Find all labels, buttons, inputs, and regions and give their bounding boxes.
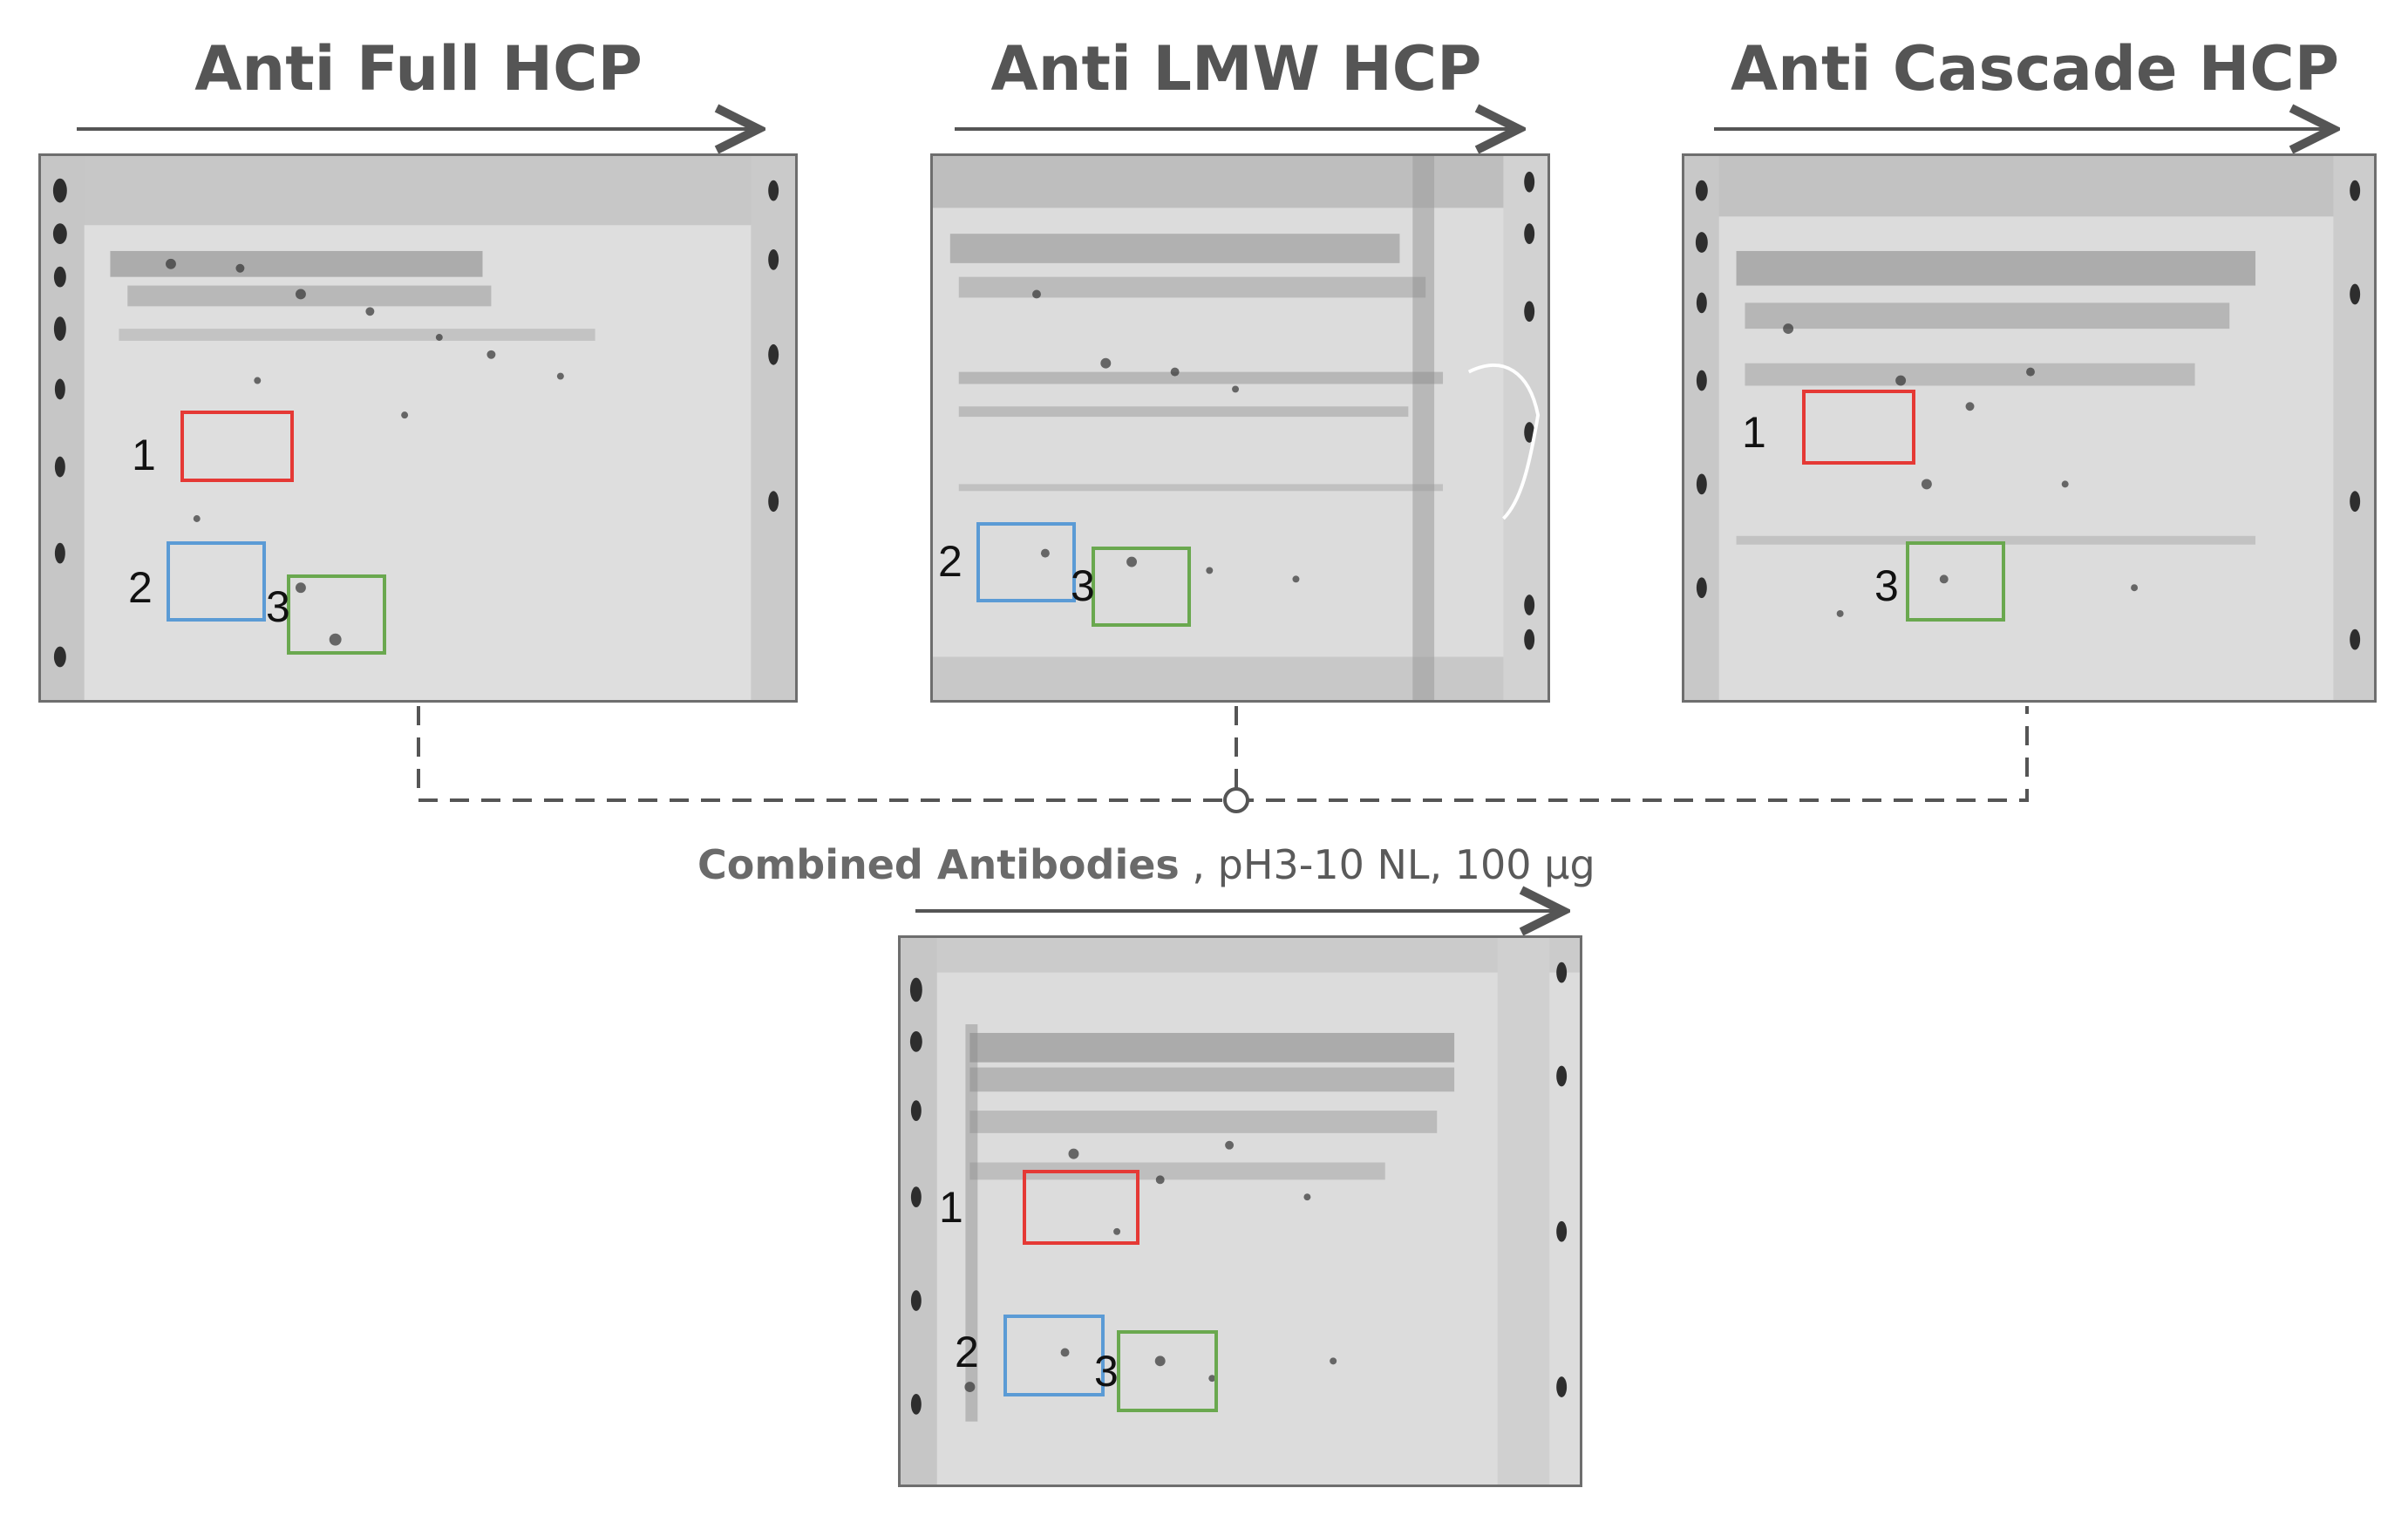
roi-label-2: 2 <box>128 563 153 612</box>
roi-box-3 <box>1906 541 2005 622</box>
roi-label-3: 3 <box>1071 561 1095 610</box>
roi-box-1 <box>180 411 294 482</box>
combined-title-bold: Combined Antibodies <box>697 841 1180 888</box>
roi-box-1 <box>1802 390 1915 465</box>
gel-texture <box>1684 156 2374 700</box>
roi-box-2 <box>167 541 266 622</box>
roi-box-3 <box>1117 1330 1218 1412</box>
roi-label-1: 1 <box>132 431 156 479</box>
dashed-connector <box>417 706 2029 802</box>
roi-label-1: 1 <box>1742 408 1766 457</box>
gel-image-combined: 1 2 3 <box>898 935 1582 1487</box>
roi-label-3: 3 <box>266 582 290 631</box>
gel-image-full-hcp: 1 2 3 <box>38 153 798 703</box>
roi-box-1 <box>1023 1170 1139 1245</box>
combined-title-rest: , pH3-10 NL, 100 µg <box>1179 841 1595 888</box>
roi-label-1: 1 <box>939 1183 963 1232</box>
gel-texture <box>901 938 1580 1485</box>
gel-image-cascade-hcp: 1 3 <box>1682 153 2377 703</box>
roi-label-3: 3 <box>1094 1347 1119 1396</box>
roi-label-3: 3 <box>1874 561 1899 610</box>
roi-label-2: 2 <box>938 537 963 586</box>
combined-title: Combined Antibodies , pH3-10 NL, 100 µg <box>697 841 1595 888</box>
roi-label-2: 2 <box>955 1328 979 1376</box>
panel-title-lmw-hcp: Anti LMW HCP <box>990 33 1482 105</box>
gel-texture <box>41 156 795 700</box>
gel-image-lmw-hcp: 2 3 <box>930 153 1550 703</box>
gel-texture <box>933 156 1548 700</box>
roi-box-3 <box>1092 547 1191 627</box>
roi-box-2 <box>1003 1315 1105 1396</box>
roi-box-2 <box>976 522 1076 602</box>
roi-box-3 <box>287 574 386 655</box>
panel-title-full-hcp: Anti Full HCP <box>194 33 643 105</box>
junction-circle <box>1223 787 1249 813</box>
panel-title-cascade-hcp: Anti Cascade HCP <box>1731 33 2340 105</box>
